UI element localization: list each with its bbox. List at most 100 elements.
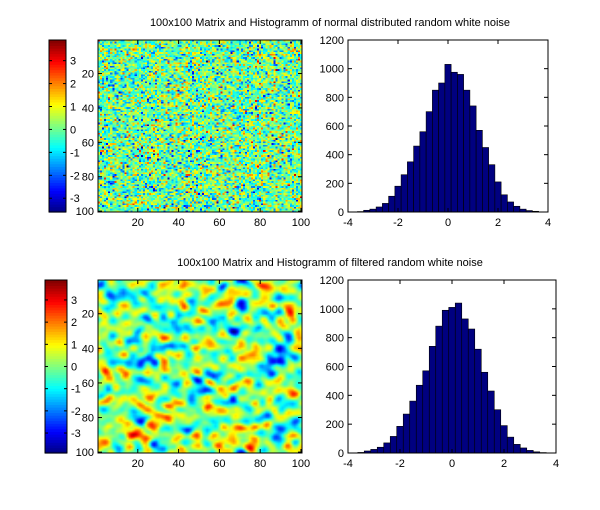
bottom-title: 100x100 Matrix and Histogramm of filtere… <box>177 257 483 269</box>
colorbar-band <box>49 171 66 175</box>
colorbar-tick-label: 2 <box>70 79 76 91</box>
y-tick-label: 200 <box>326 419 344 431</box>
colorbar-band <box>45 320 67 324</box>
colorbar-band <box>45 334 67 338</box>
colorbar-band <box>45 423 67 427</box>
colorbar-band <box>49 193 66 197</box>
colorbar-band <box>49 64 66 68</box>
colorbar-band <box>45 293 67 297</box>
colorbar-band <box>45 434 67 438</box>
colorbar-band <box>49 187 66 192</box>
colorbar-band <box>49 50 66 55</box>
histogram-bar <box>519 447 528 454</box>
colorbar-band <box>49 142 66 146</box>
colorbar-band <box>45 388 67 392</box>
x-tick-label: 0 <box>449 458 455 470</box>
colorbar-band <box>45 298 67 303</box>
colorbar-band <box>45 328 67 332</box>
colorbar-band <box>49 201 66 205</box>
histogram-bar <box>438 82 446 213</box>
colorbar-band <box>49 53 66 57</box>
histogram-bar <box>448 307 456 454</box>
colorbar-band <box>49 152 66 157</box>
histogram-bar <box>450 71 458 213</box>
colorbar-band <box>45 374 67 378</box>
top-title: 100x100 Matrix and Histogramm of normal … <box>150 17 510 29</box>
x-tick-label: 4 <box>545 217 551 229</box>
histogram-bar <box>467 328 476 454</box>
colorbar-band <box>49 131 66 135</box>
colorbar-band <box>49 134 66 138</box>
histogram-bar <box>388 195 396 213</box>
histogram-bar <box>422 370 430 454</box>
colorbar-band <box>49 66 66 71</box>
y-tick-label: 800 <box>326 333 344 345</box>
colorbar-band <box>45 396 67 400</box>
y-tick-label: 1000 <box>320 304 344 316</box>
x-tick-label: 40 <box>172 217 184 229</box>
histogram-bar <box>494 181 502 213</box>
histogram-bar <box>463 89 471 213</box>
colorbar-band <box>45 339 67 343</box>
colorbar-band <box>45 415 67 419</box>
histogram-bar <box>376 446 385 454</box>
colorbar-band <box>49 182 66 186</box>
histogram-bar <box>432 89 439 213</box>
y-tick-label: 0 <box>338 207 344 219</box>
histogram-bar <box>507 201 514 213</box>
colorbar-band <box>45 425 67 430</box>
x-tick-label: -2 <box>395 458 405 470</box>
heatmap-image <box>98 40 302 212</box>
colorbar-band <box>45 382 67 387</box>
colorbar-band <box>49 104 66 108</box>
colorbar-band <box>45 301 67 305</box>
colorbar-band <box>49 96 66 100</box>
histogram-bar <box>370 449 378 454</box>
histogram-bar <box>493 409 502 454</box>
colorbar-band <box>45 312 67 316</box>
colorbar-band <box>49 99 66 103</box>
histogram-bar <box>469 105 477 213</box>
colorbar-band <box>49 198 66 202</box>
colorbar-tick-label: 3 <box>70 56 76 68</box>
colorbar-band <box>45 290 67 295</box>
colorbar-band <box>49 190 66 194</box>
colorbar-tick-label: 0 <box>70 124 76 136</box>
colorbar-band <box>49 123 66 127</box>
heatmap-frame <box>97 279 303 454</box>
colorbar-band <box>49 177 66 181</box>
colorbar-tick-label: -1 <box>71 384 81 396</box>
histogram-bar <box>461 318 469 454</box>
colorbar-tick-label: 1 <box>71 339 77 351</box>
colorbar-band <box>45 407 67 411</box>
histogram-bar <box>513 205 521 213</box>
histogram-bar <box>480 371 489 454</box>
x-tick-label: 80 <box>254 217 266 229</box>
y-tick-label: 20 <box>82 309 94 321</box>
y-tick-label: 100 <box>76 447 94 459</box>
colorbar-tick-label: 3 <box>71 295 77 307</box>
colorbar-band <box>45 436 67 441</box>
colorbar-tick-label: -3 <box>70 193 80 205</box>
histogram-bar <box>415 384 424 454</box>
colorbar-band <box>45 371 67 376</box>
colorbar-band <box>45 420 67 424</box>
colorbar-band <box>45 390 67 395</box>
y-tick-label: 20 <box>82 69 94 81</box>
colorbar-band <box>49 48 66 52</box>
colorbar-band <box>45 336 67 341</box>
colorbar-band <box>49 206 66 210</box>
colorbar-band <box>49 158 66 162</box>
y-tick-label: 80 <box>82 172 94 184</box>
colorbar-band <box>45 431 67 435</box>
histogram-bar <box>482 147 489 213</box>
colorbar-band <box>49 150 66 154</box>
colorbar-band <box>45 350 67 354</box>
heatmap-image <box>98 280 302 453</box>
colorbar-band <box>45 361 67 365</box>
x-tick-label: -4 <box>343 458 353 470</box>
colorbar-band <box>49 126 66 130</box>
colorbar-band <box>45 285 67 289</box>
histogram-bar <box>454 302 463 454</box>
